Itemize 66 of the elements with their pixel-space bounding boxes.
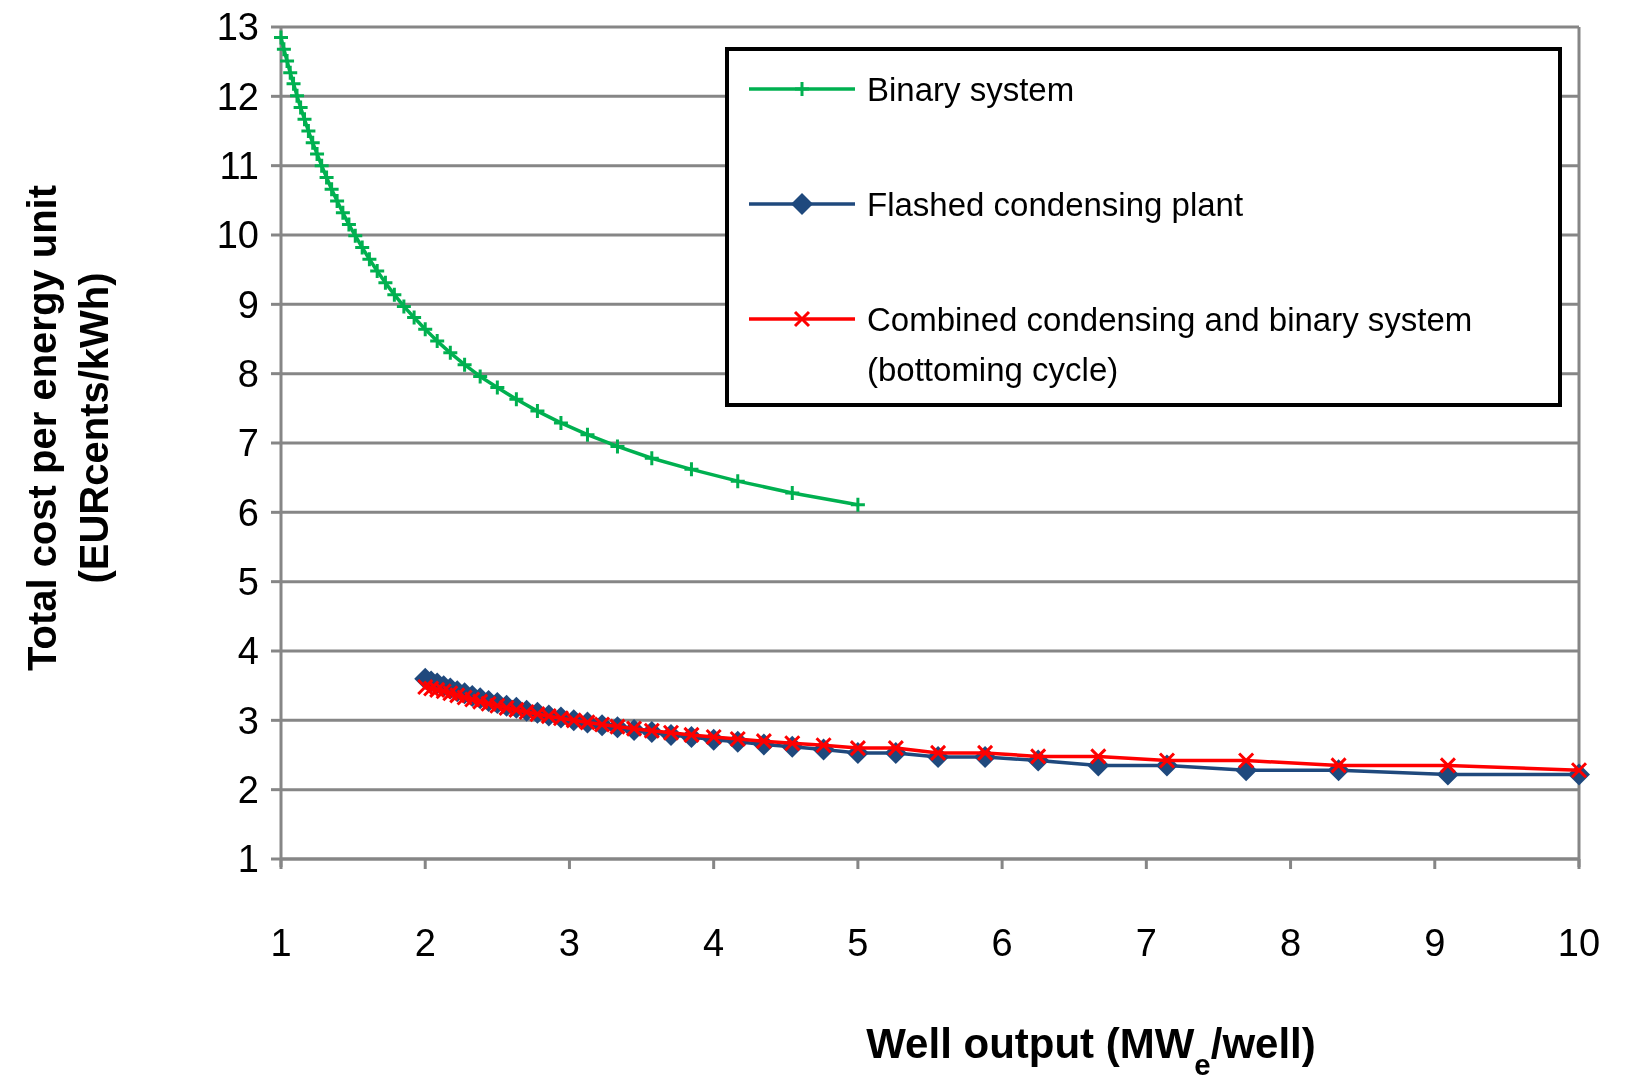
y-tick-label: 1 [237, 838, 259, 881]
point [288, 87, 306, 105]
x-tick-label: 7 [1135, 922, 1157, 964]
point [849, 739, 867, 757]
point [471, 367, 489, 385]
point [428, 332, 446, 350]
y-tick-label: 6 [237, 491, 259, 534]
y-tick-label: 11 [219, 144, 259, 187]
point [416, 320, 434, 338]
point [488, 379, 506, 397]
point [929, 744, 947, 762]
point [507, 390, 525, 408]
y-tick-label: 12 [216, 75, 259, 118]
point [1237, 752, 1255, 770]
y-tick-label: 4 [237, 630, 259, 673]
y-tick-label: 3 [237, 699, 259, 742]
point [405, 309, 423, 327]
point [281, 64, 299, 82]
x-tick-label: 1 [270, 922, 292, 964]
point [1439, 756, 1457, 774]
point [578, 426, 596, 444]
legend-label: Flashed condensing plant [867, 185, 1244, 223]
x-tick-label: 10 [1557, 922, 1601, 964]
x-tick-label: 4 [703, 922, 725, 964]
point [849, 496, 867, 514]
point [1089, 747, 1107, 765]
y-tick-label: 8 [237, 352, 259, 395]
y-tick-label: 10 [216, 214, 259, 257]
x-tick-label: 8 [1279, 922, 1302, 964]
point [296, 110, 314, 128]
y-tick-label: 13 [216, 6, 259, 49]
point [783, 484, 801, 502]
x-tick-label: 3 [558, 922, 581, 964]
point [552, 414, 570, 432]
x-tick-label: 6 [991, 922, 1013, 964]
point [528, 402, 546, 420]
point [318, 168, 336, 186]
point [285, 75, 303, 93]
point [729, 472, 747, 490]
point [299, 122, 317, 140]
legend-label: Binary system [867, 70, 1075, 108]
point [682, 460, 700, 478]
point [643, 449, 661, 467]
point [976, 744, 994, 762]
y-tick-label: 9 [237, 283, 259, 326]
y-tick-label: 2 [237, 768, 259, 811]
point [313, 157, 331, 175]
point [385, 286, 403, 304]
point [278, 52, 296, 70]
y-tick-label: 5 [237, 560, 259, 603]
point [488, 697, 506, 715]
x-axis-title: Well output (MW$_{e}$/well) [866, 1020, 1316, 1081]
x-tick-label: 2 [414, 922, 436, 964]
x-tick-label: 9 [1424, 922, 1446, 964]
point [323, 180, 341, 198]
point [887, 739, 905, 757]
point [608, 437, 626, 455]
y-axis-title: Total cost per energy unit (EURcents/kWh) [20, 185, 116, 671]
point [292, 98, 310, 116]
legend-label: Combined condensing and binary system (bottoming cycle) [867, 300, 1473, 388]
y-tick-label: 7 [237, 422, 259, 465]
point [441, 344, 459, 362]
x-tick-label: 5 [847, 922, 869, 964]
point [275, 40, 293, 58]
point [456, 356, 474, 374]
point [395, 297, 413, 315]
